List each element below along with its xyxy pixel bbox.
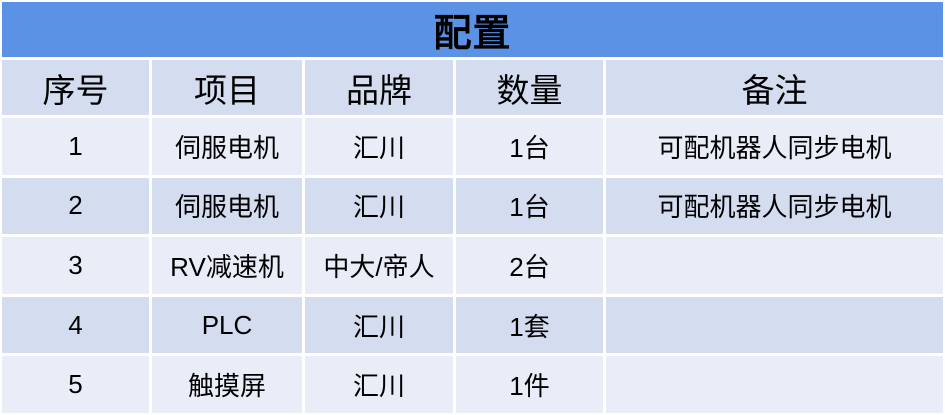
column-header-brand: 品牌 [305,60,453,115]
table-cell-remarks [606,296,943,354]
table-cell-seq: 3 [2,237,149,294]
table-cell-item: 伺服电机 [152,177,302,235]
table-cell-item: RV减速机 [152,237,302,294]
table-cell-seq: 5 [2,356,149,413]
table-title: 配置 [2,2,943,57]
column-header-seq: 序号 [2,60,149,115]
table-cell-brand: 汇川 [305,118,453,175]
column-header-quantity: 数量 [456,60,603,115]
column-header-remarks: 备注 [606,60,943,115]
table-cell-seq: 2 [2,177,149,235]
table-cell-quantity: 1件 [456,356,603,413]
table-cell-quantity: 2台 [456,237,603,294]
table-cell-brand: 汇川 [305,177,453,235]
table-cell-item: 触摸屏 [152,356,302,413]
table-cell-seq: 1 [2,118,149,175]
table-cell-quantity: 1套 [456,296,603,354]
table-cell-seq: 4 [2,296,149,354]
table-cell-remarks: 可配机器人同步电机 [606,177,943,235]
column-header-item: 项目 [152,60,302,115]
table-cell-quantity: 1台 [456,177,603,235]
table-cell-item: PLC [152,296,302,354]
table-cell-remarks [606,237,943,294]
table-cell-item: 伺服电机 [152,118,302,175]
table-cell-brand: 中大/帝人 [305,237,453,294]
table-cell-brand: 汇川 [305,356,453,413]
table-cell-remarks: 可配机器人同步电机 [606,118,943,175]
table-cell-brand: 汇川 [305,296,453,354]
table-cell-quantity: 1台 [456,118,603,175]
table-cell-remarks [606,356,943,413]
